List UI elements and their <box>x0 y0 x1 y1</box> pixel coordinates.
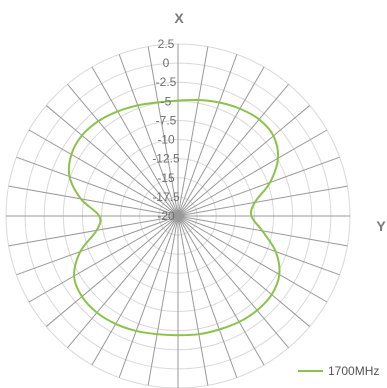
radial-tick-label: -10 <box>157 133 175 147</box>
spoke-line <box>147 215 179 386</box>
radial-tick-label: 0 <box>163 56 170 70</box>
legend: 1700MHz <box>298 364 379 378</box>
radial-tick-label: -20 <box>157 209 175 223</box>
spoke-line <box>177 215 289 349</box>
radial-tick-label: -5 <box>161 94 172 108</box>
spoke-line <box>8 185 179 217</box>
spoke-line <box>177 215 328 303</box>
spoke-line <box>118 54 179 217</box>
spoke-line <box>177 66 265 217</box>
spoke-line <box>177 46 209 217</box>
spoke-line <box>67 83 179 217</box>
spoke-line <box>177 215 238 378</box>
spoke-line <box>16 156 179 217</box>
radial-tick-label: -7.5 <box>156 113 177 127</box>
spoke-line <box>177 185 348 217</box>
angular-spokes <box>6 44 350 388</box>
spoke-line <box>177 215 311 327</box>
series-layer <box>67 98 281 337</box>
spoke-line <box>177 215 340 276</box>
radial-tick-label: -12.5 <box>152 152 180 166</box>
spoke-line <box>177 156 340 217</box>
spoke-line <box>147 46 179 217</box>
axis-y-title: Y <box>376 218 386 234</box>
spoke-line <box>16 215 179 276</box>
spoke-line <box>91 215 179 366</box>
spoke-line <box>177 129 328 217</box>
spoke-line <box>177 215 209 386</box>
radial-tick-labels: 2.5 0 -2.5 -5 -7.5 -10 -12.5 -15 -17.5 -20 <box>152 37 180 223</box>
spoke-line <box>118 215 179 378</box>
radial-tick-label: -17.5 <box>152 190 180 204</box>
spoke-line <box>45 105 179 217</box>
spoke-line <box>28 129 179 217</box>
spoke-line <box>177 215 265 366</box>
spoke-line <box>67 215 179 349</box>
spoke-line <box>8 215 179 247</box>
radial-tick-label: -15 <box>157 171 175 185</box>
spoke-line <box>177 105 311 217</box>
spoke-line <box>28 215 179 303</box>
spoke-line <box>45 215 179 327</box>
spoke-line <box>177 83 289 217</box>
legend-entry-label: 1700MHz <box>328 364 379 378</box>
radial-tick-label: 2.5 <box>158 37 175 51</box>
series-line <box>67 98 281 337</box>
axis-x-title: X <box>174 10 184 26</box>
radial-tick-label: -2.5 <box>156 75 177 89</box>
spoke-line <box>91 66 179 217</box>
spoke-line <box>177 54 238 217</box>
